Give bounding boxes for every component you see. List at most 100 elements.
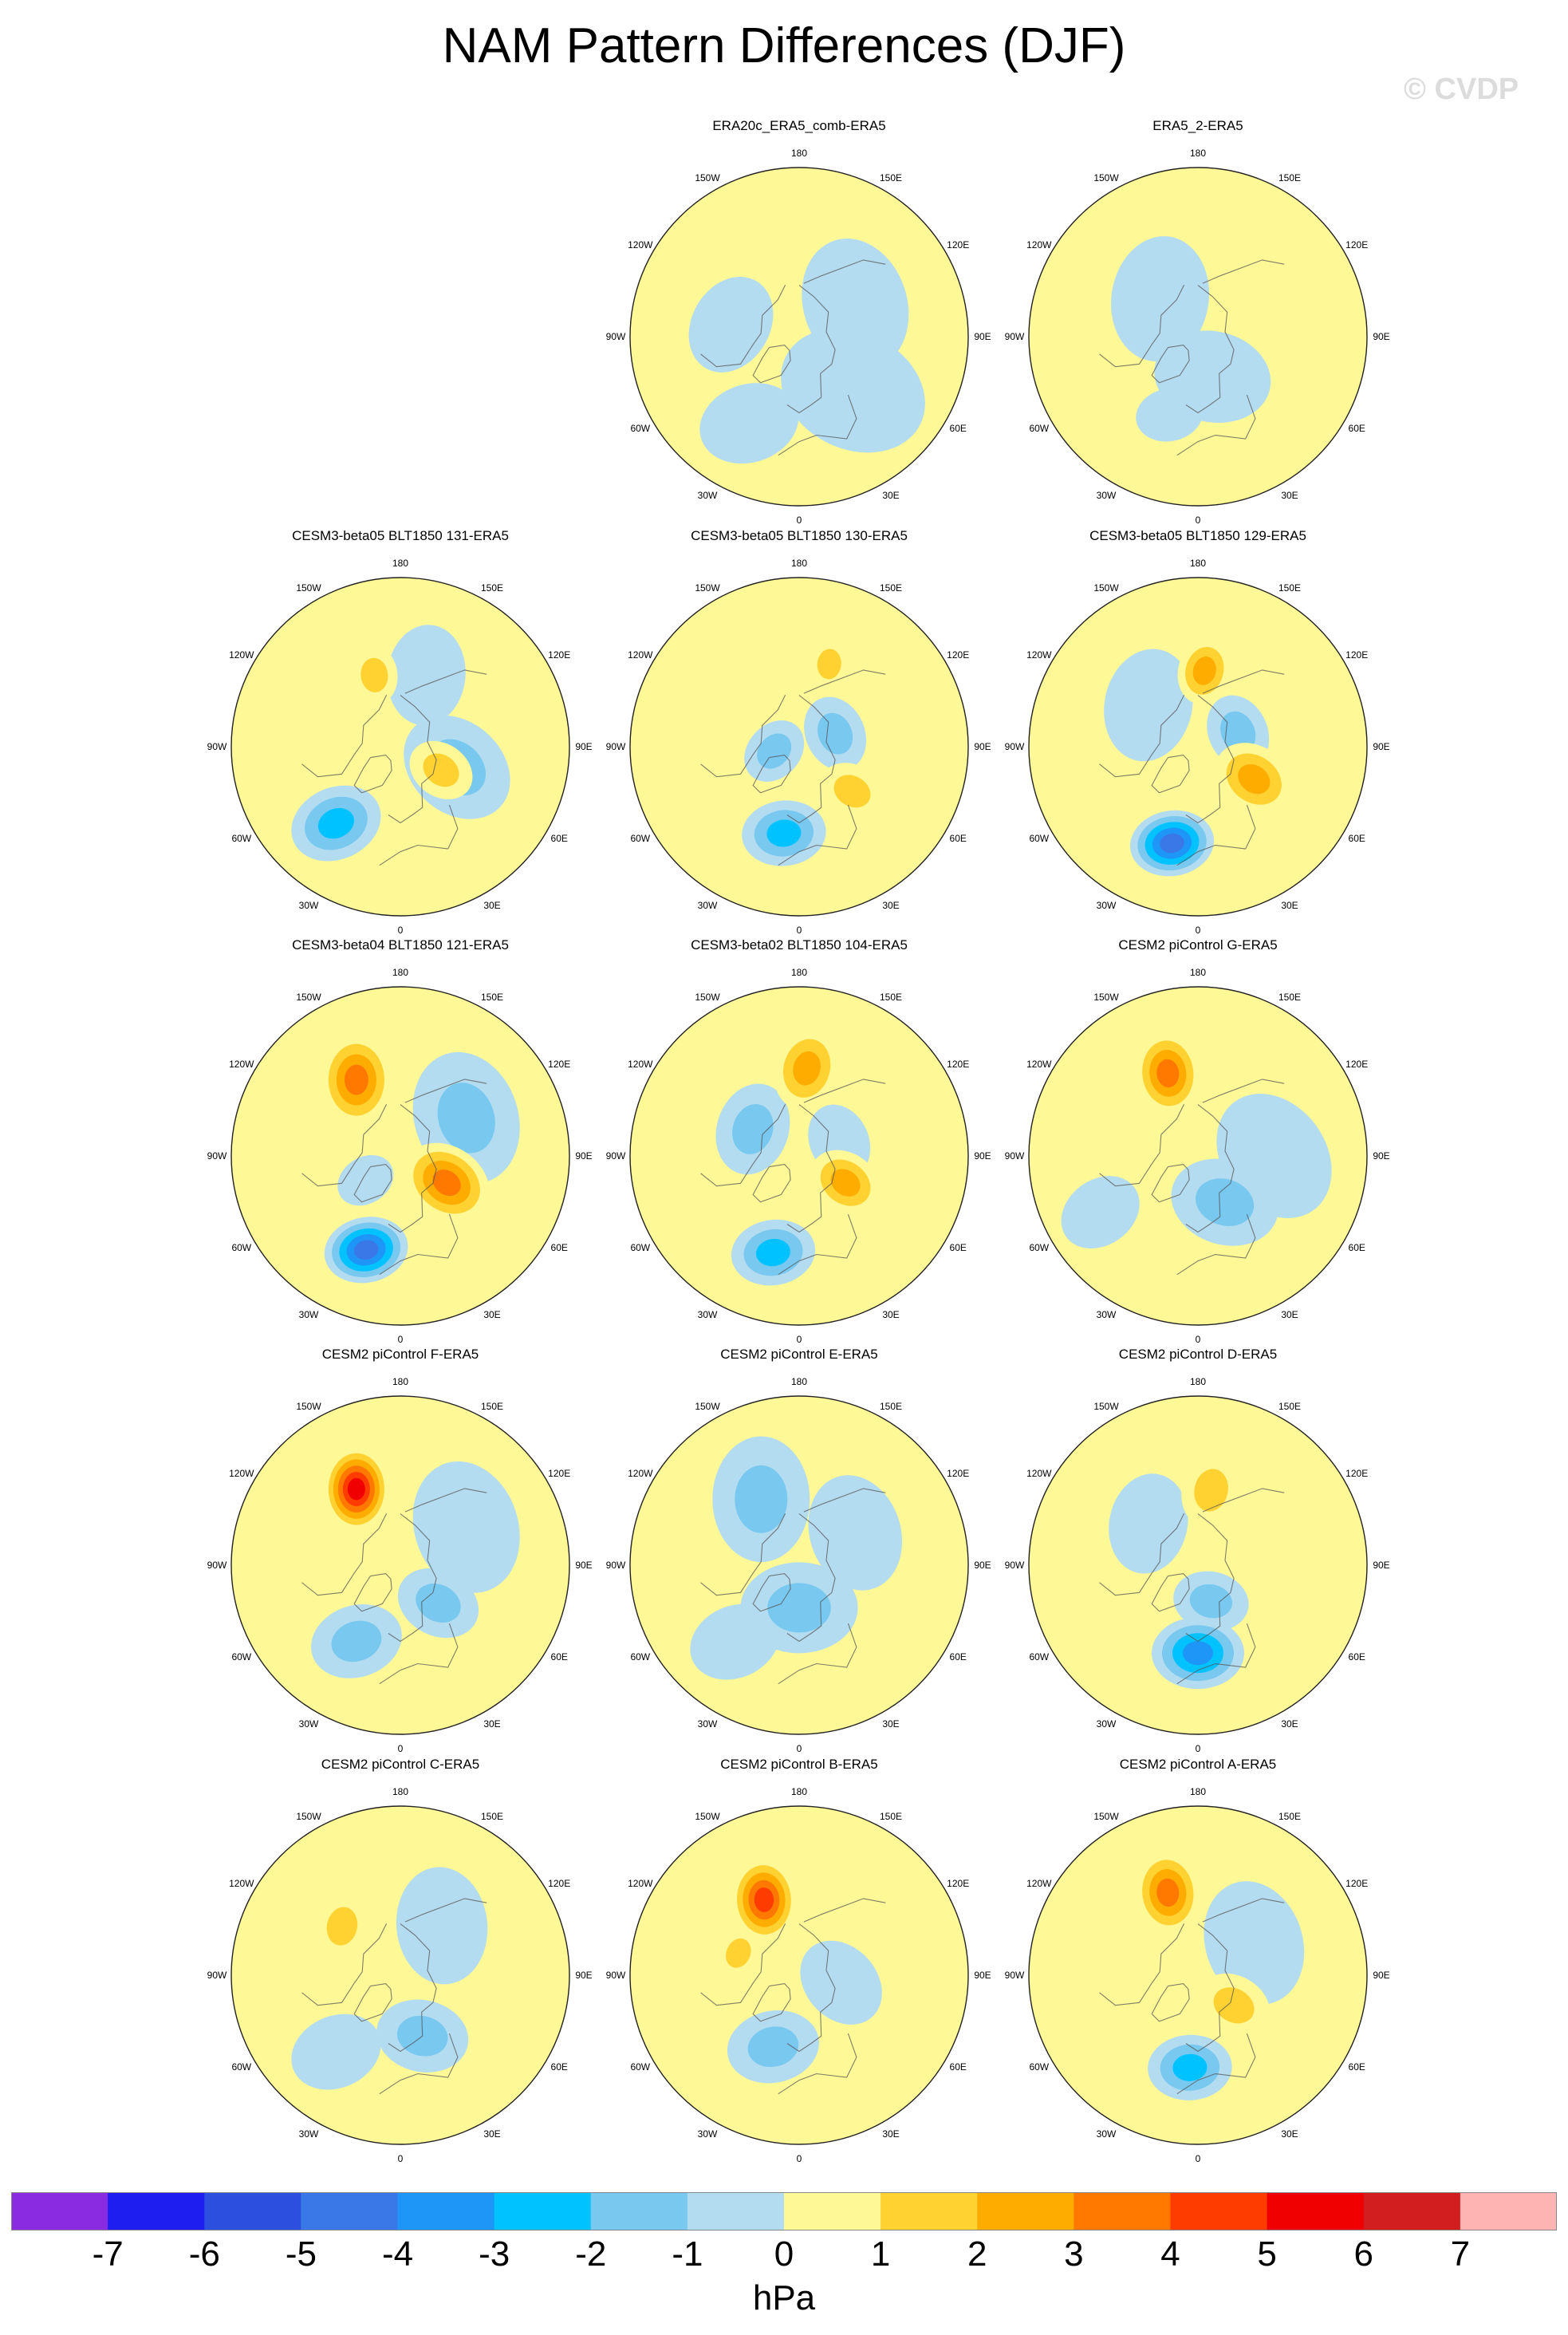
longitude-label: 90E <box>974 1560 991 1571</box>
polar-map: 180 150E 120E 90E 60E 30E 0 30W 60W 90W 120W 150W <box>207 1376 593 1754</box>
map-boundary <box>230 1805 570 2145</box>
colorbar-labels: -7 -6 -5 -4 -3 -2 -1 0 1 2 3 4 5 6 7 <box>0 2234 1568 2282</box>
contour-fill <box>817 712 853 755</box>
contour-fill <box>423 753 459 787</box>
polar-map: 180 150E 120E 90E 60E 30E 0 30W 60W 90W 120W 150W <box>207 558 593 936</box>
longitude-label: 90E <box>575 1560 592 1571</box>
contour-fill <box>1238 763 1271 795</box>
map-panel: CESM3-beta05 BLT1850 130-ERA5 180 150E 120E… <box>600 528 999 936</box>
longitude-label: 150E <box>880 1401 902 1412</box>
longitude-label: 150W <box>1093 1811 1119 1822</box>
longitude-label: 90W <box>1005 1560 1025 1571</box>
colorbar-tick-label: -2 <box>575 2234 607 2274</box>
map-boundary <box>629 1805 969 2145</box>
map-panel: CESM2 piControl D-ERA5 180 150E 120E 90E 60E 3… <box>999 1347 1397 1754</box>
longitude-label: 90W <box>606 1970 626 1981</box>
longitude-label: 30E <box>483 1309 500 1320</box>
longitude-label: 0 <box>398 1743 404 1754</box>
colorbar-swatch <box>881 2192 978 2230</box>
longitude-label: 30E <box>882 1718 899 1730</box>
contour-fill <box>833 775 871 808</box>
colorbar-swatch <box>1170 2192 1268 2230</box>
field-background <box>231 1396 569 1734</box>
contour-fill <box>331 1620 382 1663</box>
colorbar-swatch <box>494 2192 592 2230</box>
longitude-label: 90E <box>1373 1150 1389 1162</box>
colorbar-swatch <box>11 2192 108 2230</box>
colorbar-swatch <box>397 2192 495 2230</box>
colorbar-tick-label: -6 <box>188 2234 220 2274</box>
contour-fill <box>317 807 354 839</box>
longitude-label: 150W <box>695 1401 720 1412</box>
longitude-label: 30W <box>1097 1718 1117 1730</box>
longitude-label: 90E <box>575 1970 592 1981</box>
coastlines <box>1099 259 1285 456</box>
longitude-label: 30W <box>1097 2128 1117 2140</box>
longitude-label: 150W <box>1093 992 1119 1003</box>
longitude-label: 60W <box>231 1242 251 1253</box>
panel-title: CESM3-beta04 BLT1850 121-ERA5 <box>292 937 509 953</box>
colorbar-tick-label: -3 <box>479 2234 510 2274</box>
longitude-label: 150E <box>481 1401 503 1412</box>
longitude-label: 120W <box>229 649 254 661</box>
longitude-label: 0 <box>1196 515 1201 526</box>
coastlines <box>301 1898 487 2095</box>
longitude-label: 60W <box>231 2061 251 2073</box>
longitude-label: 150E <box>481 582 503 594</box>
map-panel: CESM3-beta05 BLT1850 129-ERA5 180 150E 120E… <box>999 528 1397 936</box>
contour-fill <box>437 1083 495 1154</box>
longitude-label: 180 <box>392 967 408 978</box>
contour-fill <box>347 1477 365 1501</box>
contour-fill <box>344 1064 368 1095</box>
longitude-label: 150E <box>1278 582 1301 594</box>
longitude-label: 120W <box>628 239 653 250</box>
panel-title: CESM2 piControl C-ERA5 <box>321 1757 480 1772</box>
longitude-label: 180 <box>392 558 408 569</box>
panel-title: CESM3-beta05 BLT1850 131-ERA5 <box>292 528 509 543</box>
colorbar-swatch <box>977 2192 1074 2230</box>
longitude-label: 150E <box>880 172 902 183</box>
longitude-label: 90E <box>575 741 592 752</box>
colorbar-border <box>11 2192 1557 2230</box>
contour-fill <box>1156 1878 1180 1907</box>
colorbar-tick-label: 4 <box>1160 2234 1180 2274</box>
colorbar-tick-label: 6 <box>1353 2234 1373 2274</box>
longitude-label: 90W <box>1005 1150 1025 1162</box>
coastlines <box>700 1079 886 1276</box>
longitude-label: 180 <box>791 1786 807 1797</box>
contour-fill <box>1061 1176 1140 1249</box>
longitude-label: 120E <box>1345 1468 1368 1479</box>
longitude-label: 0 <box>398 925 404 936</box>
colorbar-tick-label: 2 <box>967 2234 987 2274</box>
contour-fill <box>688 276 774 373</box>
coastlines <box>1099 1488 1285 1685</box>
colorbar-swatch <box>1363 2192 1461 2230</box>
contour-fill <box>1136 388 1204 442</box>
longitude-label: 180 <box>392 1786 408 1797</box>
contour-fill <box>416 1584 461 1623</box>
longitude-label: 180 <box>1190 558 1206 569</box>
longitude-label: 150W <box>695 582 720 594</box>
longitude-label: 90E <box>1373 1970 1389 1981</box>
longitude-label: 150W <box>296 992 321 1003</box>
longitude-label: 120W <box>628 1059 653 1070</box>
longitude-label: 30E <box>882 2128 899 2140</box>
longitude-label: 60W <box>1029 2061 1049 2073</box>
longitude-label: 60E <box>1349 1242 1365 1253</box>
longitude-label: 60W <box>1029 1242 1049 1253</box>
colorbar-swatch <box>108 2192 205 2230</box>
map-boundary <box>1028 1395 1368 1735</box>
longitude-label: 0 <box>797 2153 802 2164</box>
coastlines <box>1099 1898 1285 2095</box>
map-panel: CESM2 piControl E-ERA5 180 150E 120E 90E 60E 3… <box>600 1347 999 1754</box>
longitude-label: 180 <box>392 1376 408 1387</box>
longitude-label: 90W <box>207 741 227 752</box>
contour-fill <box>360 657 388 692</box>
longitude-label: 150E <box>880 1811 902 1822</box>
longitude-label: 120E <box>1345 1059 1368 1070</box>
longitude-label: 150W <box>1093 1401 1119 1412</box>
longitude-label: 120W <box>1026 1468 1052 1479</box>
panel-title: CESM2 piControl G-ERA5 <box>1118 937 1278 953</box>
panel-title: CESM3-beta02 BLT1850 104-ERA5 <box>691 937 908 953</box>
contour-fill <box>396 1867 488 1985</box>
